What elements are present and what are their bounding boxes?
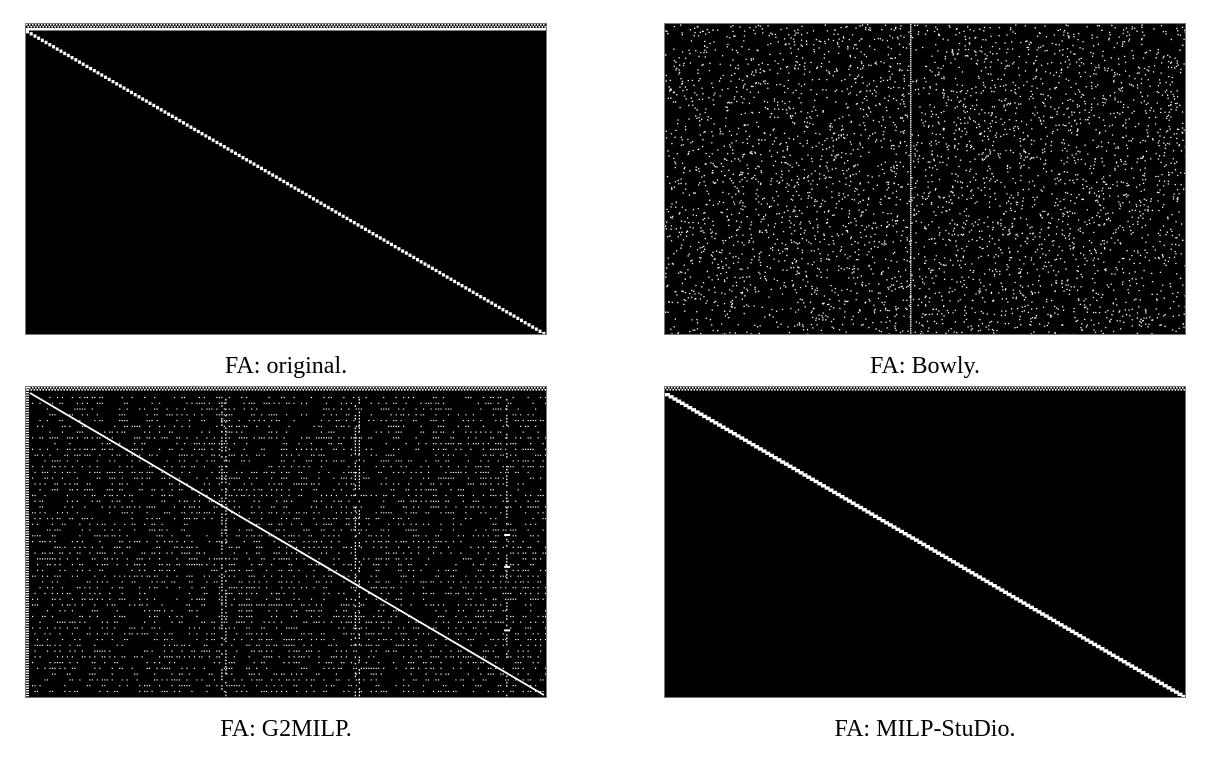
caption-bowly: FA: Bowly. [869,353,980,379]
top-row-band [665,387,1185,391]
sparsity-matrix-g2milp [26,387,546,697]
sparsity-plot-milp-studio [664,386,1186,698]
diagonal-line [29,392,545,696]
sparsity-plot-bowly [664,23,1186,335]
sparsity-matrix-original [26,24,546,334]
top-row-band [26,387,546,391]
random-nonzeros [665,24,1185,334]
caption-g2milp: FA: G2MILP. [220,716,352,742]
caption-milp-studio: FA: MILP-StuDio. [834,716,1016,742]
sparse-row-nonzeros [26,387,546,697]
diagonal-staircase [665,392,1185,697]
caption-original: FA: original. [224,353,348,379]
sparsity-matrix-bowly [665,24,1185,334]
top-row-band [26,24,546,31]
sparsity-plot-g2milp [25,386,547,698]
sparsity-matrix-milp-studio [665,387,1185,697]
matrix-background [26,24,546,334]
sparsity-plot-original [25,23,547,335]
